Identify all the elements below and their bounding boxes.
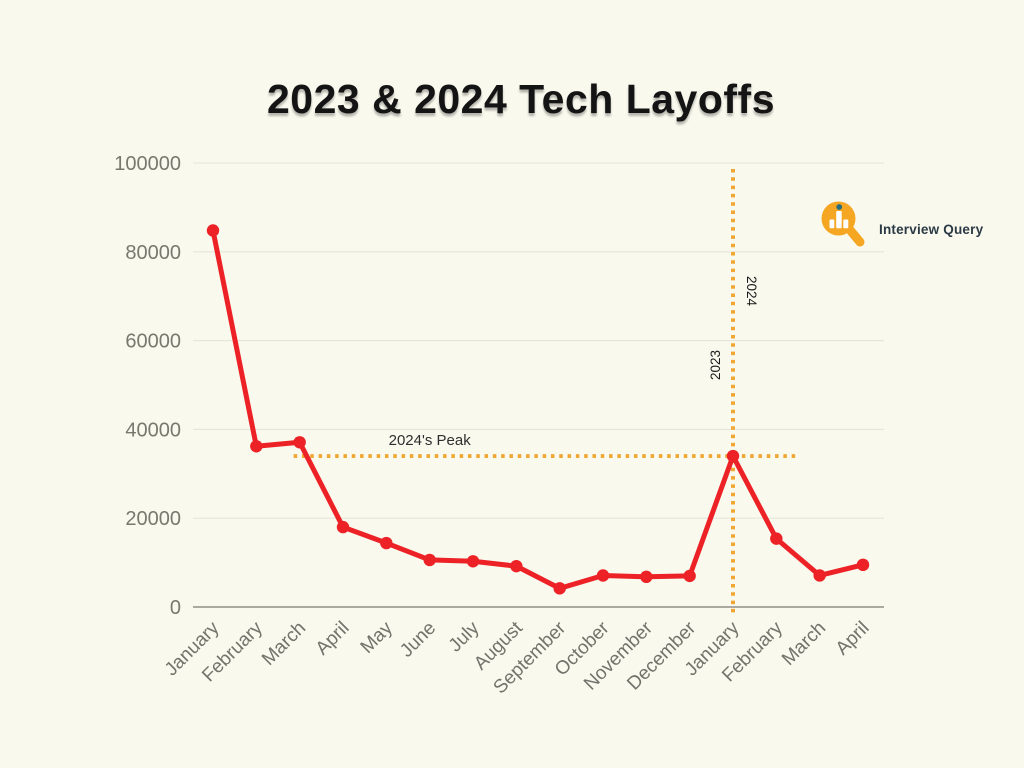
- data-point-4-may: [380, 536, 393, 550]
- x-axis-tick-label-2-march: March: [258, 618, 310, 670]
- data-point-6-july: [466, 555, 480, 568]
- x-axis-tick-label-5-june: June: [396, 618, 440, 662]
- data-point-14-march: [813, 569, 826, 582]
- magnifier-bar-chart-icon: [821, 201, 865, 247]
- data-point-3-april: [336, 520, 350, 534]
- data-point-9-october: [596, 569, 610, 582]
- data-point-8-september: [553, 582, 566, 595]
- interview-query-logo: Interview Query: [821, 201, 983, 251]
- x-axis-tick-label-4-may: May: [357, 617, 398, 658]
- chart-title: 2023 & 2024 Tech Layoffs: [266, 76, 776, 122]
- year-label-2023: 2023: [708, 350, 723, 380]
- data-point-15-april: [856, 558, 870, 572]
- logo-text: Interview Query: [879, 222, 984, 237]
- data-point-10-november: [640, 570, 653, 584]
- y-axis-tick-label-40000: 40000: [125, 419, 181, 441]
- layoffs-series-line: [210, 227, 866, 591]
- x-axis-tick-label-14-march: March: [778, 618, 830, 670]
- x-axis-tick-label-3-april: April: [312, 618, 354, 660]
- data-point-5-june: [423, 553, 436, 567]
- data-point-12-january: [726, 449, 740, 463]
- y-axis-tick-label-100000: 100000: [114, 153, 181, 175]
- y-axis-tick-label-0: 0: [170, 597, 181, 619]
- y-axis-tick-label-20000: 20000: [125, 508, 181, 530]
- peak-annotation-label: 2024's Peak: [389, 432, 472, 449]
- year-label-2024: 2024: [744, 276, 759, 307]
- data-point-11-december: [683, 569, 696, 583]
- data-point-13-february: [770, 532, 783, 545]
- y-axis-tick-label-60000: 60000: [125, 331, 181, 353]
- data-point-2-march: [293, 436, 306, 449]
- y-axis-tick-label-80000: 80000: [125, 242, 181, 264]
- x-axis-tick-label-15-april: April: [832, 618, 874, 660]
- data-point-0-january: [206, 224, 220, 237]
- data-point-7-august: [510, 559, 523, 573]
- data-point-1-february: [250, 440, 263, 453]
